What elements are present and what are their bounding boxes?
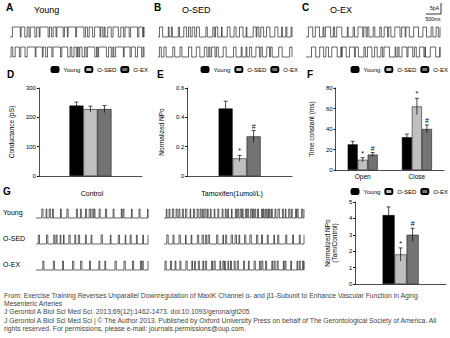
- svg-text:C: C: [302, 2, 309, 13]
- svg-text:Conductance (pS): Conductance (pS): [8, 106, 16, 158]
- svg-text:O-SED: O-SED: [247, 67, 267, 73]
- svg-text:O-EX: O-EX: [283, 67, 298, 73]
- svg-text:A: A: [6, 2, 13, 13]
- html-text:J Gerontol A Biol Sci Med Sci: J Gerontol A Biol Sci Med Sci | © The Au…: [4, 316, 437, 332]
- svg-text:Open: Open: [355, 173, 371, 181]
- svg-text:O-EX: O-EX: [433, 67, 448, 73]
- svg-text:O-EX: O-EX: [330, 5, 352, 15]
- svg-text:5: 5: [349, 199, 353, 205]
- svg-text:*: *: [399, 240, 402, 247]
- svg-text:80: 80: [326, 85, 333, 91]
- svg-text:200: 200: [26, 114, 37, 120]
- svg-text:*: *: [361, 150, 364, 157]
- svg-text:0: 0: [349, 281, 353, 287]
- svg-text:O-EX: O-EX: [433, 189, 448, 195]
- svg-text:#: #: [411, 220, 415, 227]
- svg-text:2: 2: [349, 248, 353, 254]
- svg-text:Tamoxifen(1umol/L): Tamoxifen(1umol/L): [201, 190, 262, 198]
- svg-text:300: 300: [26, 85, 37, 91]
- svg-text:B: B: [154, 2, 161, 13]
- svg-text:20: 20: [326, 147, 333, 153]
- svg-text:O-SED: O-SED: [182, 5, 211, 15]
- svg-text:D: D: [7, 69, 14, 80]
- svg-text:0: 0: [33, 173, 37, 179]
- svg-text:500ms: 500ms: [425, 16, 441, 22]
- svg-text:60: 60: [326, 106, 333, 112]
- svg-text:0.2: 0.2: [176, 144, 185, 150]
- svg-text:Young: Young: [214, 67, 231, 73]
- svg-text:O-SED: O-SED: [97, 67, 117, 73]
- svg-text:Control: Control: [81, 190, 104, 197]
- svg-text:*: *: [238, 147, 241, 154]
- svg-text:F: F: [307, 69, 313, 80]
- svg-text:0.6: 0.6: [176, 85, 185, 91]
- svg-text:#: #: [371, 145, 375, 152]
- svg-text:Time constant (ms): Time constant (ms): [308, 101, 316, 156]
- svg-text:Young: Young: [64, 67, 81, 73]
- svg-text:*: *: [416, 90, 419, 97]
- svg-text:O-SED: O-SED: [3, 235, 25, 242]
- svg-text:Close: Close: [409, 173, 426, 180]
- svg-text:O-SED: O-SED: [397, 67, 417, 73]
- svg-text:5pA: 5pA: [430, 5, 440, 11]
- svg-text:#: #: [252, 123, 256, 130]
- svg-text:Young: Young: [3, 209, 23, 217]
- svg-text:#: #: [425, 117, 429, 124]
- svg-text:(Tam/Control): (Tam/Control): [331, 223, 339, 262]
- html-text:J Gerontol A Biol Sci Med Sci.: J Gerontol A Biol Sci Med Sci. 2013;69(1…: [4, 308, 250, 316]
- svg-text:Normalized NPo: Normalized NPo: [158, 108, 165, 156]
- svg-text:O-EX: O-EX: [133, 67, 148, 73]
- svg-text:4: 4: [349, 215, 353, 221]
- svg-text:3: 3: [349, 232, 353, 238]
- svg-text:Young: Young: [364, 67, 381, 73]
- svg-text:G: G: [3, 186, 11, 197]
- svg-text:0: 0: [181, 173, 185, 179]
- svg-text:Young: Young: [34, 5, 59, 15]
- svg-text:Normalized NPo: Normalized NPo: [324, 219, 331, 267]
- svg-text:100: 100: [26, 144, 37, 150]
- svg-text:O-EX: O-EX: [3, 261, 20, 268]
- svg-text:1: 1: [349, 265, 353, 271]
- html-text:From: Exercise Training Revers: From: Exercise Training Reverses Unparal…: [4, 292, 418, 308]
- svg-text:40: 40: [326, 126, 333, 132]
- svg-text:0.4: 0.4: [176, 114, 185, 120]
- svg-text:Young: Young: [364, 189, 381, 195]
- svg-text:0: 0: [329, 167, 333, 173]
- svg-text:E: E: [157, 69, 164, 80]
- svg-text:O-SED: O-SED: [397, 189, 417, 195]
